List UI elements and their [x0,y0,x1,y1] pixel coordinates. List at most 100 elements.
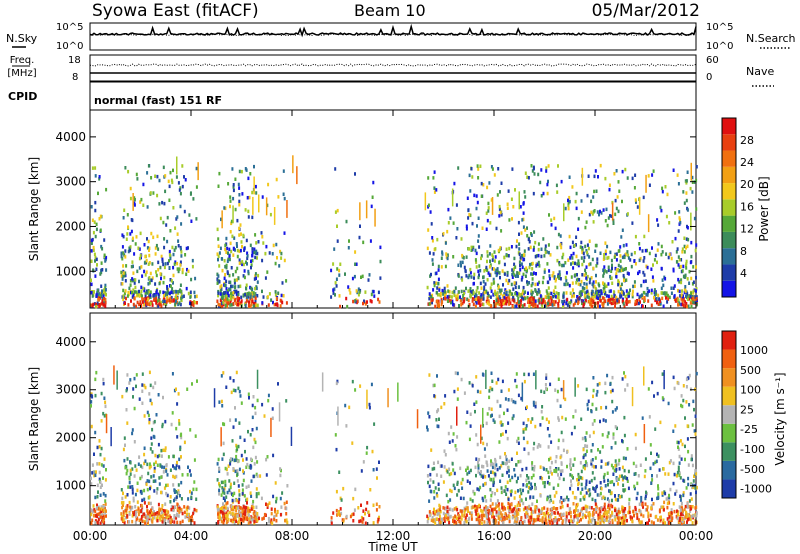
heatmap-cell [253,277,256,281]
heatmap-cell [375,508,378,512]
heatmap-cell [161,510,163,514]
heatmap-cell [593,419,596,423]
heatmap-cell [134,492,137,497]
nsky-label: N.Sky [6,32,38,45]
heatmap-cell [135,304,138,309]
heatmap-cell [232,302,235,306]
heatmap-cell [519,256,522,260]
heatmap-cell [695,289,697,293]
heatmap-cell [249,520,252,524]
heatmap-cell [148,261,151,265]
heatmap-cell [508,503,511,507]
heatmap-cell [684,179,687,183]
heatmap-cell [520,278,523,282]
heatmap-cell [94,174,97,178]
heatmap-streak [374,208,376,227]
heatmap-cell [470,513,473,518]
heatmap-cell [163,486,166,490]
heatmap-cell [232,379,235,383]
heatmap-cell [572,251,575,256]
heatmap-cell [446,505,449,510]
heatmap-cell [90,404,92,408]
heatmap-cell [180,222,183,226]
heatmap-cell [532,191,535,196]
heatmap-cell [619,265,622,269]
heatmap-cell [444,241,447,245]
heatmap-cell [430,448,433,452]
heatmap-cell [600,211,603,215]
heatmap-cell [358,235,361,240]
heatmap-cell [490,165,493,169]
heatmap-cell [254,411,257,416]
heatmap-cell [428,302,431,306]
heatmap-cell [525,478,528,483]
heatmap-cell [557,304,560,308]
heatmap-cell [648,289,651,293]
heatmap-cell [455,203,458,207]
heatmap-cell [611,504,614,509]
heatmap-cell [431,298,434,302]
heatmap-cell [467,275,470,280]
heatmap-cell [609,489,612,493]
heatmap-cell [550,512,553,516]
heatmap-cell [618,189,621,193]
heatmap-cell [150,511,153,515]
heatmap-cell [530,486,533,491]
heatmap-cell [134,242,137,246]
heatmap-cell [222,480,225,485]
heatmap-cell [661,250,664,254]
heatmap-cell [695,302,698,307]
heatmap-cell [494,492,496,496]
heatmap-cell [456,516,459,520]
heatmap-cell [138,279,140,284]
heatmap-cell [488,519,491,523]
heatmap-cell [619,245,622,249]
heatmap-cell [590,506,593,510]
heatmap-cell [244,208,247,212]
heatmap-cell [438,507,441,512]
heatmap-cell [469,292,472,297]
heatmap-cell [183,510,186,515]
heatmap-cell [457,512,460,516]
heatmap-cell [363,299,365,303]
heatmap-cell [516,271,519,275]
heatmap-cell [522,289,524,293]
heatmap-cell [441,288,444,293]
heatmap-cell [526,295,529,300]
heatmap-cell [491,167,494,171]
heatmap-cell [646,286,649,291]
heatmap-cell [260,496,263,501]
heatmap-cell [687,237,690,242]
heatmap-cell [195,497,198,501]
heatmap-cell [480,474,483,478]
heatmap-cell [519,503,521,507]
heatmap-cell [534,404,537,409]
heatmap-cell [624,488,627,492]
colorbar-swatch [722,134,736,151]
heatmap-cell [613,298,616,302]
heatmap-cell [674,299,677,303]
heatmap-cell [479,298,482,303]
heatmap-cell [255,494,258,499]
heatmap-cell [628,299,631,304]
heatmap-cell [527,176,530,180]
heatmap-cell [574,409,577,413]
heatmap-cell [512,267,515,271]
heatmap-cell [136,516,139,520]
heatmap-cell [513,281,516,285]
heatmap-cell [565,301,568,306]
heatmap-cell [366,300,368,304]
heatmap-cell [624,252,627,256]
heatmap-cell [166,473,169,477]
heatmap-cell [593,284,596,289]
heatmap-cell [579,491,582,495]
heatmap-cell [122,274,125,278]
heatmap-cell [91,510,94,514]
heatmap-cell [166,294,169,298]
heatmap-cell [633,251,636,255]
colorbar-swatch [722,183,736,200]
heatmap-cell [664,185,667,189]
heatmap-cell [124,255,127,259]
heatmap-cell [431,516,434,520]
heatmap-cell [642,259,645,263]
